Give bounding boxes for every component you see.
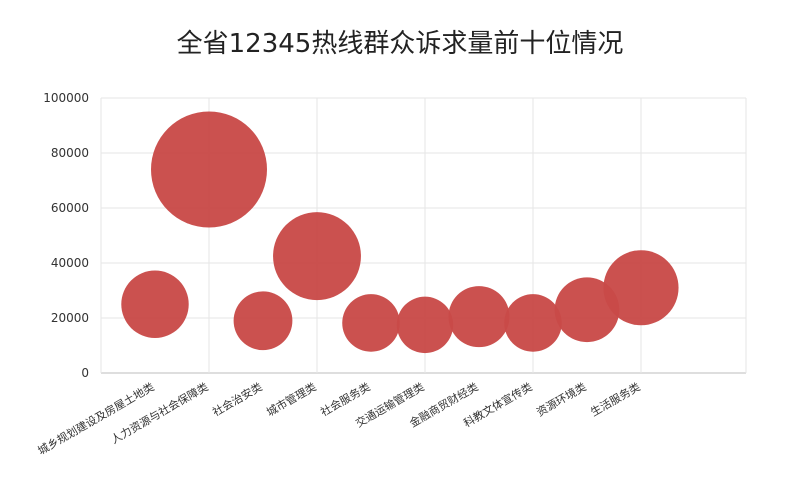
data-bubble: 社会治安类: 19000 — [233, 291, 293, 351]
x-tick-label: 社会治安类 — [210, 379, 265, 419]
data-bubble: 生活服务类: 31000 — [603, 250, 679, 326]
data-bubble: 科教文体宣传类: 18200 — [504, 294, 562, 352]
chart-title: 全省12345热线群众诉求量前十位情况 — [177, 29, 624, 59]
x-tick-label: 资源环境类 — [534, 379, 589, 419]
data-bubble: 金融商贸财经类: 20500 — [448, 286, 510, 348]
axis-layer: 0 20000 40000 60000 80000 100000 — [43, 91, 89, 380]
x-tick-label: 生活服务类 — [588, 379, 643, 419]
y-tick-label: 80000 — [51, 146, 89, 160]
x-tick-label: 城市管理类 — [264, 379, 319, 419]
data-bubble: 城市管理类: 42500 — [273, 212, 361, 301]
data-bubble: 交通运输管理类: 17500 — [396, 296, 454, 354]
y-tick-label: 20000 — [51, 311, 89, 325]
data-bubble: 人力资源与社会保障类: 74000 — [151, 111, 267, 228]
data-bubble: 资源环境类: 23000 — [554, 277, 620, 343]
grid-layer — [100, 97, 747, 374]
data-bubble: 社会服务类: 18200 — [342, 294, 400, 352]
y-tick-label: 40000 — [51, 256, 89, 270]
y-tick-label: 0 — [81, 366, 89, 380]
bubble-layer: 城乡规划建设及房屋土地类: 25000 人力资源与社会保障类: 74000 社会治安… — [121, 111, 679, 354]
data-bubble: 城乡规划建设及房屋土地类: 25000 — [121, 270, 189, 338]
x-tick-label: 人力资源与社会保障类 — [108, 379, 210, 446]
y-tick-label: 100000 — [43, 91, 89, 105]
y-tick-label: 60000 — [51, 201, 89, 215]
